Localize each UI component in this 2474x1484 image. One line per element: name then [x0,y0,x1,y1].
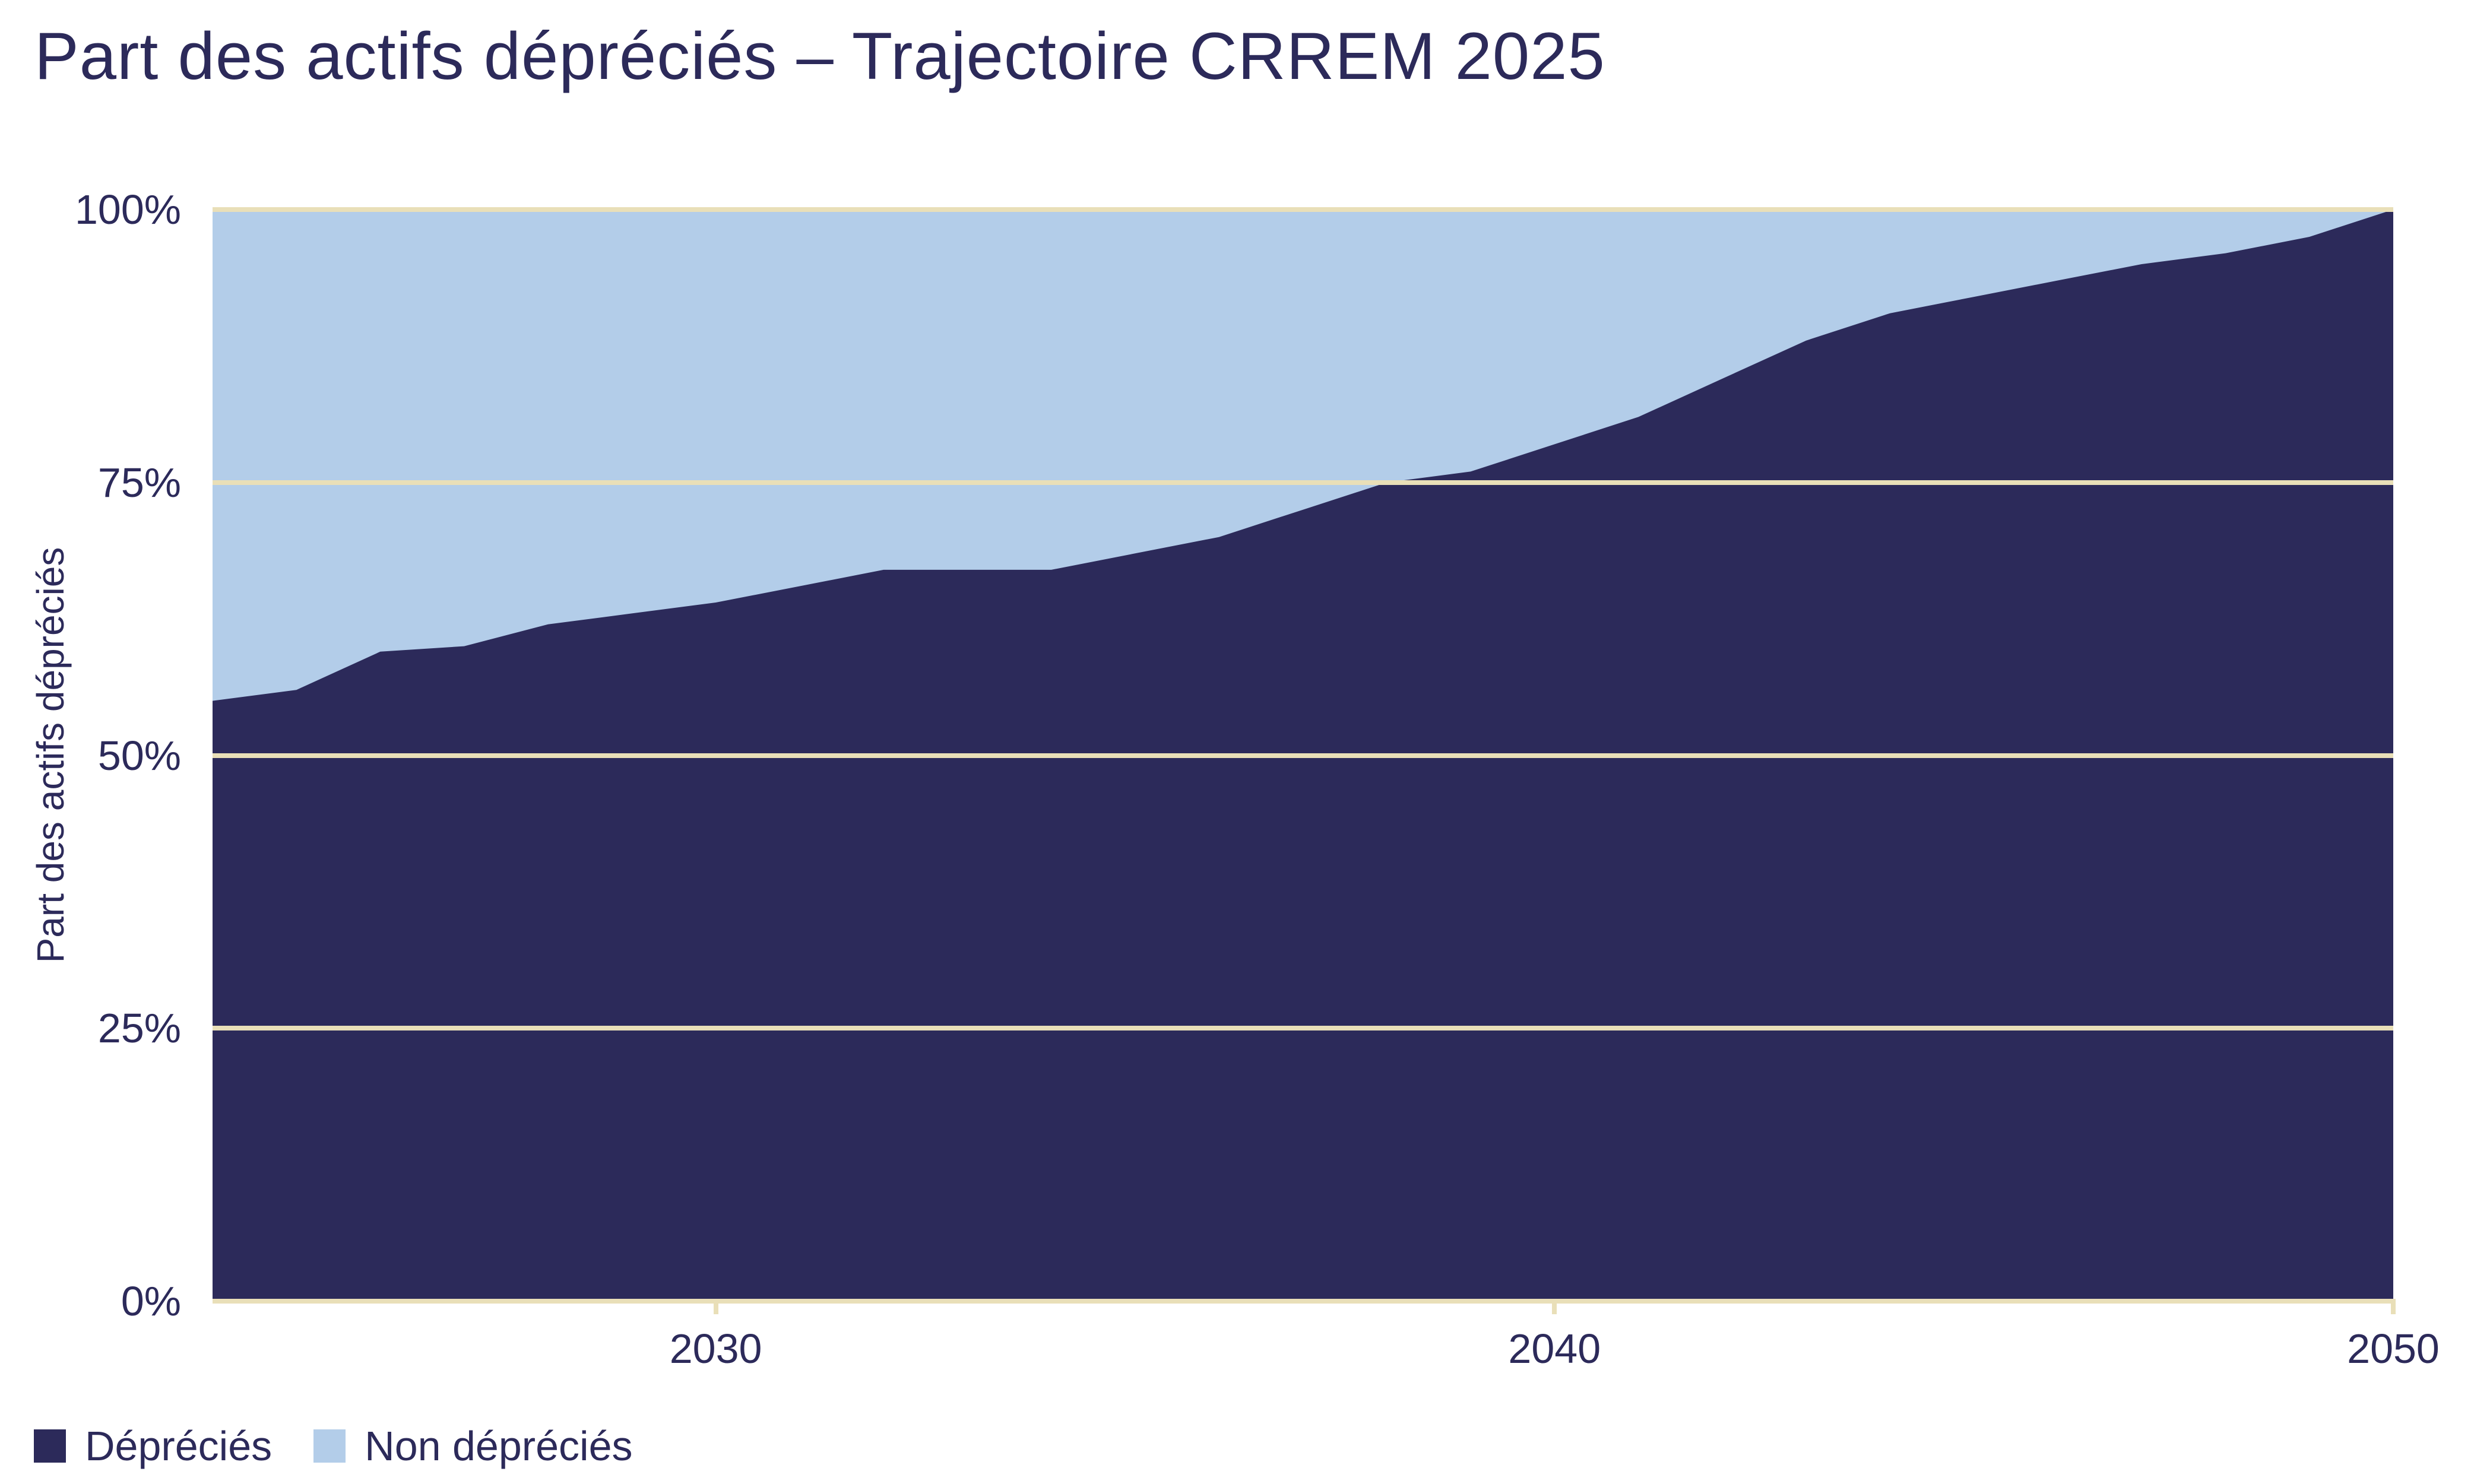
gridline-75 [213,480,2393,485]
y-tick-label-25: 25% [97,1005,181,1052]
y-tick-label-75: 75% [97,459,181,506]
y-tick-label-50: 50% [97,732,181,779]
x-axis-tick-labels: 2030 2040 2050 [213,1325,2440,1384]
y-tick-label-100: 100% [74,186,181,233]
chart-title: Part des actifs dépréciés – Trajectoire … [34,19,1605,93]
legend-label-non-depreciated: Non dépréciés [365,1423,633,1469]
legend-label-depreciated: Dépréciés [85,1423,273,1469]
legend-item-depreciated: Dépréciés [34,1422,272,1470]
legend-swatch-non-depreciated [313,1429,346,1463]
legend-swatch-depreciated [34,1429,66,1463]
gridline-0 [213,1299,2393,1304]
x-tick-mark-2040 [1552,1299,1557,1314]
legend-item-non-depreciated: Non dépréciés [313,1422,633,1470]
gridline-100 [213,207,2393,212]
legend: Dépréciés Non dépréciés [34,1422,674,1470]
y-axis-tick-labels: 0% 25% 50% 75% 100% [0,186,181,1324]
x-tick-label-2050: 2050 [2347,1326,2440,1372]
x-tick-label-2030: 2030 [669,1326,762,1372]
y-tick-label-0: 0% [121,1278,181,1324]
x-tick-mark-2050 [2391,1299,2396,1314]
x-tick-mark-2030 [713,1299,718,1314]
plot-area [213,207,2396,1314]
x-tick-label-2040: 2040 [1508,1326,1601,1372]
gridline-25 [213,1026,2393,1031]
gridline-50 [213,753,2393,758]
